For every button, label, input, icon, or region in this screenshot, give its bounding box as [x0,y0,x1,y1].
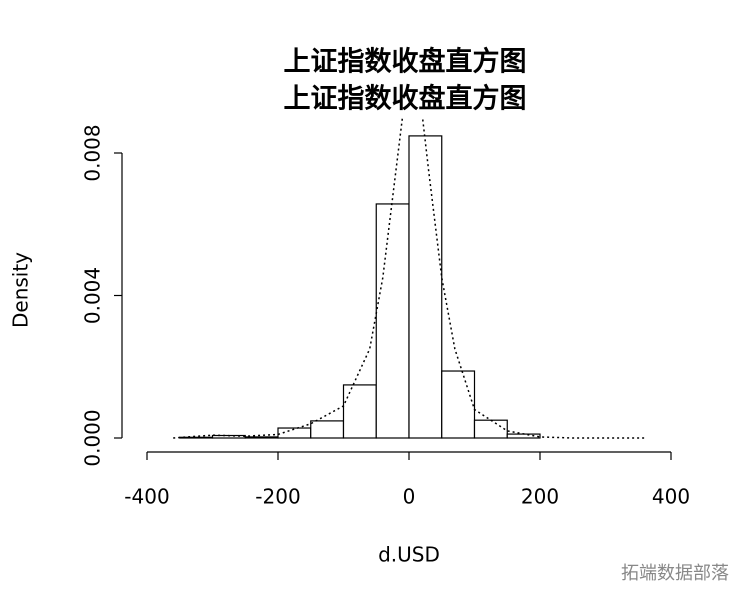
x-tick-label: -400 [124,485,169,509]
bar [244,436,279,439]
chart-subtitle: 上证指数收盘直方图 [284,83,527,115]
x-tick-label: 200 [521,485,559,509]
bar [408,135,443,439]
bar [342,384,377,439]
watermark: 拓端数据部落 [621,563,729,584]
bar [506,433,541,439]
chart-title: 上证指数收盘直方图 [284,46,527,78]
x-axis-label: d.USD [378,543,440,567]
x-tick-label: 400 [652,485,690,509]
y-tick-label: 0.000 [81,409,105,466]
y-tick-label: 0.004 [81,267,105,324]
bar [473,419,508,439]
y-tick-label: 0.008 [81,124,105,181]
bar [310,420,345,439]
bar [375,203,410,439]
x-tick-label: 0 [403,485,416,509]
y-axis-label: Density [9,252,33,328]
x-tick-label: -200 [255,485,300,509]
bar [441,370,476,439]
